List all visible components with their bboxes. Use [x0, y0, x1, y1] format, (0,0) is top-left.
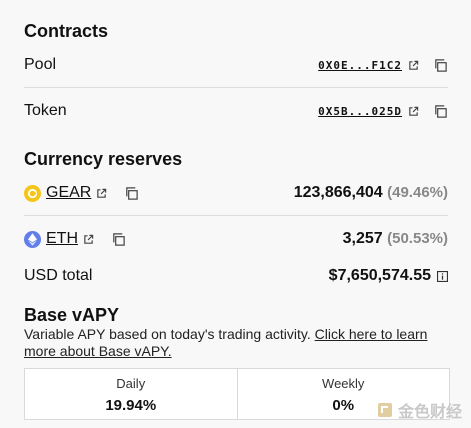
gear-reserve-value: 123,866,404 (49.46%)	[294, 184, 448, 202]
token-address-link[interactable]: 0X5B...025D	[318, 104, 402, 118]
pool-contract-row: Pool 0X0E...F1C2	[24, 55, 448, 75]
gear-amount: 123,866,404	[293, 184, 383, 201]
external-link-icon[interactable]	[408, 106, 419, 117]
usd-total-label: USD total	[24, 267, 93, 284]
pool-label: Pool	[24, 56, 57, 73]
currency-reserves-title: Currency reserves	[24, 149, 183, 169]
external-link-icon[interactable]	[408, 60, 419, 71]
pool-address-group: 0X0E...F1C2	[318, 58, 448, 73]
watermark: 金色财经	[376, 398, 462, 422]
divider	[24, 87, 448, 88]
token-label: Token	[24, 102, 67, 119]
gear-coin-icon	[24, 184, 41, 202]
pool-details-panel: Contracts Pool 0X0E...F1C2 Token 0X5B...…	[24, 0, 450, 428]
token-address-group: 0X5B...025D	[318, 104, 448, 119]
copy-icon[interactable]	[433, 58, 448, 73]
watermark-text: 金色财经	[398, 404, 463, 421]
divider	[24, 215, 448, 216]
token-contract-row: Token 0X5B...025D	[24, 101, 448, 121]
vapy-description-text: Variable APY based on today's trading ac…	[24, 326, 311, 342]
eth-coin-icon	[24, 230, 41, 248]
reserve-token: ETH	[24, 230, 126, 248]
base-vapy-title: Base vAPY	[24, 305, 120, 325]
eth-reserve-value: 3,257 (50.53%)	[343, 230, 448, 248]
contracts-title: Contracts	[24, 21, 109, 41]
apy-weekly-cell: Weekly 0%	[236, 369, 450, 419]
copy-icon[interactable]	[433, 104, 448, 119]
apy-weekly-value: 0%	[332, 397, 355, 414]
reserve-token: GEAR	[24, 184, 139, 202]
base-vapy-description: Variable APY based on today's trading ac…	[24, 326, 448, 360]
apy-weekly-label: Weekly	[322, 376, 365, 391]
apy-daily-cell: Daily 19.94%	[25, 369, 237, 419]
learn-more-link[interactable]: Click here to learn more about Base vAPY…	[24, 326, 428, 359]
usd-total-value: $7,650,574.55	[328, 267, 431, 284]
reserve-row-eth: ETH 3,257 (50.53%)	[24, 228, 448, 250]
gear-token-link[interactable]: GEAR	[46, 184, 92, 201]
eth-amount: 3,257	[342, 230, 383, 247]
copy-icon[interactable]	[124, 186, 139, 201]
apy-daily-value: 19.94%	[105, 397, 157, 414]
eth-token-link[interactable]: ETH	[46, 230, 78, 247]
gear-percent: (49.46%)	[387, 184, 448, 201]
external-link-icon[interactable]	[96, 188, 107, 199]
pool-address-link[interactable]: 0X0E...F1C2	[318, 58, 402, 72]
apy-daily-label: Daily	[116, 376, 146, 391]
reserve-row-gear: GEAR 123,866,404 (49.46%)	[24, 182, 448, 204]
usd-total-value-group: $7,650,574.55	[329, 267, 448, 285]
copy-icon[interactable]	[111, 232, 126, 247]
usd-total-row: USD total $7,650,574.55	[24, 265, 448, 287]
watermark-logo-icon	[378, 403, 392, 417]
info-icon[interactable]	[437, 270, 448, 282]
eth-percent: (50.53%)	[387, 230, 448, 247]
external-link-icon[interactable]	[83, 234, 94, 245]
